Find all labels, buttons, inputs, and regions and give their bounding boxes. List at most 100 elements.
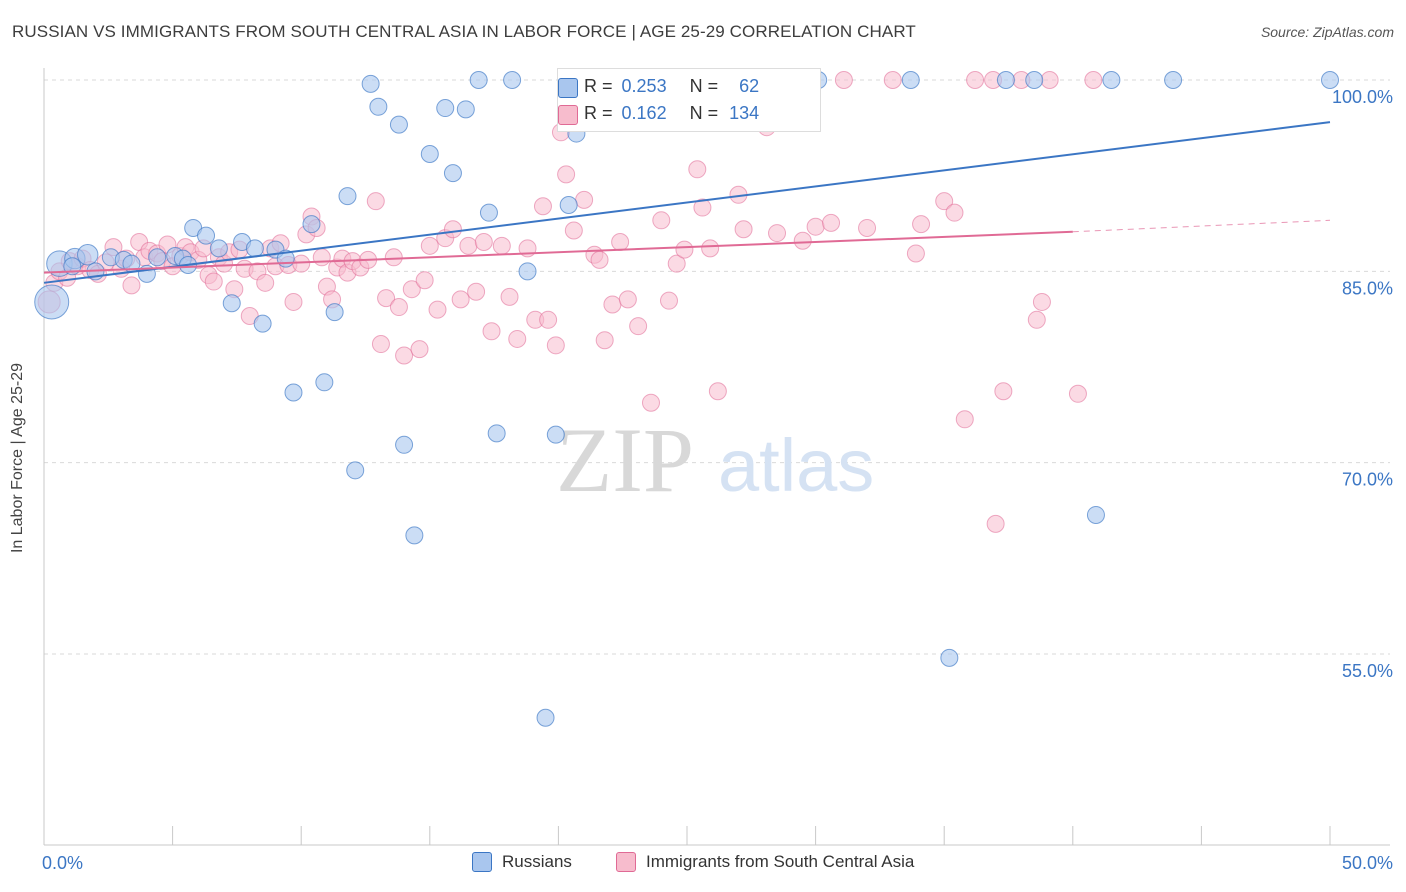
data-point-south-central-asia	[467, 282, 486, 301]
watermark-atlas: atlas	[718, 424, 874, 507]
stats-row-south-central-asia: R = 0.162 N = 134	[558, 103, 760, 125]
data-point-south-central-asia	[459, 236, 478, 255]
stats-swatch-south-central-asia	[558, 105, 578, 125]
data-point-russians	[361, 74, 380, 93]
data-point-russians	[197, 226, 216, 245]
data-point-russians	[1086, 505, 1105, 524]
data-point-south-central-asia	[1032, 292, 1051, 311]
stats-swatch-russians	[558, 78, 578, 98]
y-axis-label: In Labor Force | Age 25-29	[9, 362, 26, 554]
data-point-south-central-asia	[611, 232, 630, 251]
legend-label-south-central-asia: Immigrants from South Central Asia	[646, 852, 915, 871]
data-point-south-central-asia	[708, 382, 727, 401]
gridlines	[44, 79, 1390, 655]
stats-r-value: 0.253	[621, 76, 667, 96]
chart-source: Source: ZipAtlas.com	[1260, 24, 1394, 40]
data-point-south-central-asia	[935, 192, 954, 211]
stats-r-label: R =	[584, 103, 613, 123]
trend-lines	[43, 121, 1331, 284]
stats-row-russians: R = 0.253 N = 62	[558, 76, 760, 98]
data-point-south-central-asia	[474, 232, 493, 251]
legend-swatch-south-central-asia	[616, 852, 636, 872]
data-point-south-central-asia	[410, 340, 429, 359]
data-point-russians	[518, 262, 537, 281]
data-point-south-central-asia	[500, 287, 519, 306]
data-point-south-central-asia	[428, 300, 447, 319]
trend-line-russians	[43, 121, 1331, 284]
data-point-south-central-asia	[546, 336, 565, 355]
x-tick-label: 50.0%	[1342, 853, 1393, 873]
data-point-russians	[284, 383, 303, 402]
legend-item-russians[interactable]: Russians	[472, 852, 572, 872]
data-point-south-central-asia	[701, 239, 720, 258]
data-point-russians	[487, 424, 506, 443]
data-point-russians	[77, 244, 99, 266]
data-point-south-central-asia	[912, 215, 931, 234]
trend-line-south-central-asia	[43, 230, 1073, 274]
y-tick-label: 85.0%	[1342, 278, 1393, 298]
data-point-south-central-asia	[652, 211, 671, 230]
data-point-south-central-asia	[1084, 71, 1103, 89]
data-point-south-central-asia	[945, 203, 964, 222]
data-point-south-central-asia	[389, 298, 408, 317]
data-point-south-central-asia	[822, 213, 841, 232]
stats-box: R = 0.253 N = 62 R = 0.162 N = 134	[557, 68, 821, 132]
data-point-russians	[389, 115, 408, 134]
data-point-south-central-asia	[603, 295, 622, 314]
data-point-south-central-asia	[966, 71, 985, 89]
data-point-south-central-asia	[575, 190, 594, 209]
data-point-russians	[1025, 71, 1044, 89]
data-point-russians	[209, 239, 228, 258]
data-point-south-central-asia	[122, 276, 141, 295]
data-point-south-central-asia	[834, 71, 853, 89]
data-point-russians	[346, 461, 365, 480]
data-point-russians	[559, 196, 578, 215]
data-point-south-central-asia	[492, 236, 511, 255]
data-point-russians	[420, 144, 439, 163]
data-point-south-central-asia	[595, 331, 614, 350]
data-point-russians	[325, 303, 344, 322]
data-point-russians	[546, 425, 565, 444]
data-point-south-central-asia	[994, 382, 1013, 401]
data-point-south-central-asia	[734, 220, 753, 239]
data-point-russians	[469, 71, 488, 89]
data-point-south-central-asia	[858, 218, 877, 237]
data-point-russians	[1164, 71, 1183, 89]
legend-item-south-central-asia[interactable]: Immigrants from South Central Asia	[616, 852, 914, 872]
stats-n-label: N =	[689, 103, 719, 123]
data-point-south-central-asia	[508, 329, 527, 348]
stats-n-value: 62	[739, 76, 760, 96]
data-point-russians	[436, 99, 455, 118]
data-point-russians	[456, 100, 475, 119]
data-point-russians	[245, 239, 264, 258]
data-point-south-central-asia	[659, 291, 678, 310]
stats-n-value: 134	[729, 103, 760, 123]
axes	[43, 68, 1390, 846]
data-point-south-central-asia	[312, 248, 331, 267]
data-point-russians	[405, 526, 424, 545]
data-point-south-central-asia	[667, 254, 686, 273]
data-point-russians	[148, 248, 167, 267]
data-point-south-central-asia	[906, 244, 925, 263]
x-tick-label: 0.0%	[42, 853, 83, 873]
data-point-south-central-asia	[618, 290, 637, 309]
data-point-south-central-asia	[590, 250, 609, 269]
data-point-russians	[369, 97, 388, 116]
data-point-south-central-asia	[292, 254, 311, 273]
data-point-russians	[338, 187, 357, 206]
data-point-south-central-asia	[1040, 71, 1059, 89]
data-point-south-central-asia	[533, 197, 552, 216]
data-point-south-central-asia	[539, 310, 558, 329]
data-point-russians	[1321, 71, 1339, 89]
y-tick-label: 70.0%	[1342, 470, 1393, 490]
data-point-russians	[503, 71, 522, 89]
data-point-russians	[222, 294, 241, 313]
stats-r-label: R =	[584, 76, 613, 96]
chart-title: RUSSIAN VS IMMIGRANTS FROM SOUTH CENTRAL…	[12, 22, 916, 41]
data-point-russians	[443, 164, 462, 183]
data-point-south-central-asia	[420, 236, 439, 255]
data-point-russians	[479, 203, 498, 222]
data-point-south-central-asia	[641, 393, 660, 412]
data-point-south-central-asia	[415, 271, 434, 290]
